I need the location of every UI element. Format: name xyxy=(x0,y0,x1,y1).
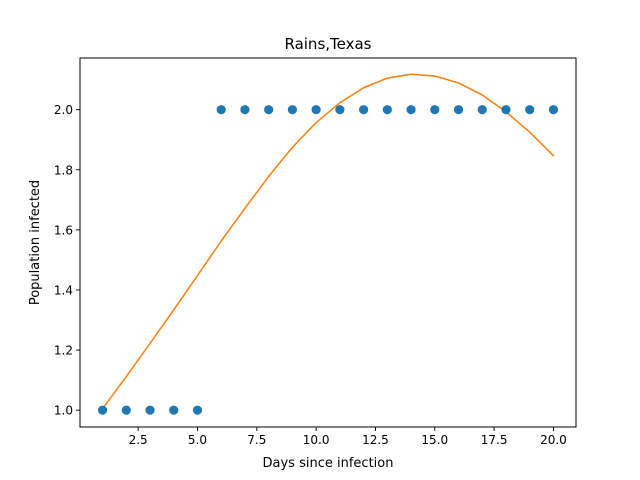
y-axis-label: Population infected xyxy=(28,180,43,305)
scatter-point xyxy=(97,405,108,415)
y-tick-label: 1.0 xyxy=(54,404,73,418)
x-tick-label: 5.0 xyxy=(188,433,207,447)
plot-frame xyxy=(79,57,577,428)
scatter-point xyxy=(192,405,203,415)
scatter-point xyxy=(525,105,535,115)
y-tick-label: 1.8 xyxy=(54,163,73,177)
scatter-point xyxy=(121,405,131,415)
x-tick-label: 15.0 xyxy=(421,433,448,447)
scatter-point xyxy=(382,105,392,115)
scatter-point xyxy=(406,105,416,115)
x-tick-label: 10.0 xyxy=(303,433,330,447)
scatter-point xyxy=(287,105,297,115)
y-tick-label: 1.6 xyxy=(54,223,73,237)
scatter-point xyxy=(501,105,511,115)
x-tick-label: 20.0 xyxy=(540,433,567,447)
scatter-point xyxy=(169,405,179,415)
y-tick-label: 1.2 xyxy=(54,344,73,358)
chart-title: Rains,Texas xyxy=(284,35,371,53)
scatter-point xyxy=(548,105,559,115)
y-tick-label: 1.4 xyxy=(54,283,73,297)
y-tick-label: 2.0 xyxy=(54,103,73,117)
scatter-point xyxy=(453,105,464,115)
scatter-point xyxy=(430,105,440,115)
axis-ticks: 2.5 5.0 7.5 10.0 12.5 15.0 17.5 20.0 1.0 1.2 1.4 1.… xyxy=(54,103,567,447)
plot-area xyxy=(97,73,559,415)
x-tick-label: 7.5 xyxy=(247,433,266,447)
scatter-point xyxy=(335,105,345,115)
x-tick-label: 12.5 xyxy=(362,433,389,447)
series-line xyxy=(101,73,555,410)
scatter-point xyxy=(264,105,274,115)
x-tick-label: 17.5 xyxy=(481,433,508,447)
scatter-point xyxy=(240,105,250,115)
scatter-point xyxy=(216,105,226,115)
scatter-point xyxy=(311,105,321,115)
scatter-point xyxy=(359,105,369,115)
x-axis-label: Days since infection xyxy=(263,456,394,471)
x-tick-label: 2.5 xyxy=(129,433,148,447)
scatter-point xyxy=(477,105,487,115)
scatter-point xyxy=(145,405,155,415)
